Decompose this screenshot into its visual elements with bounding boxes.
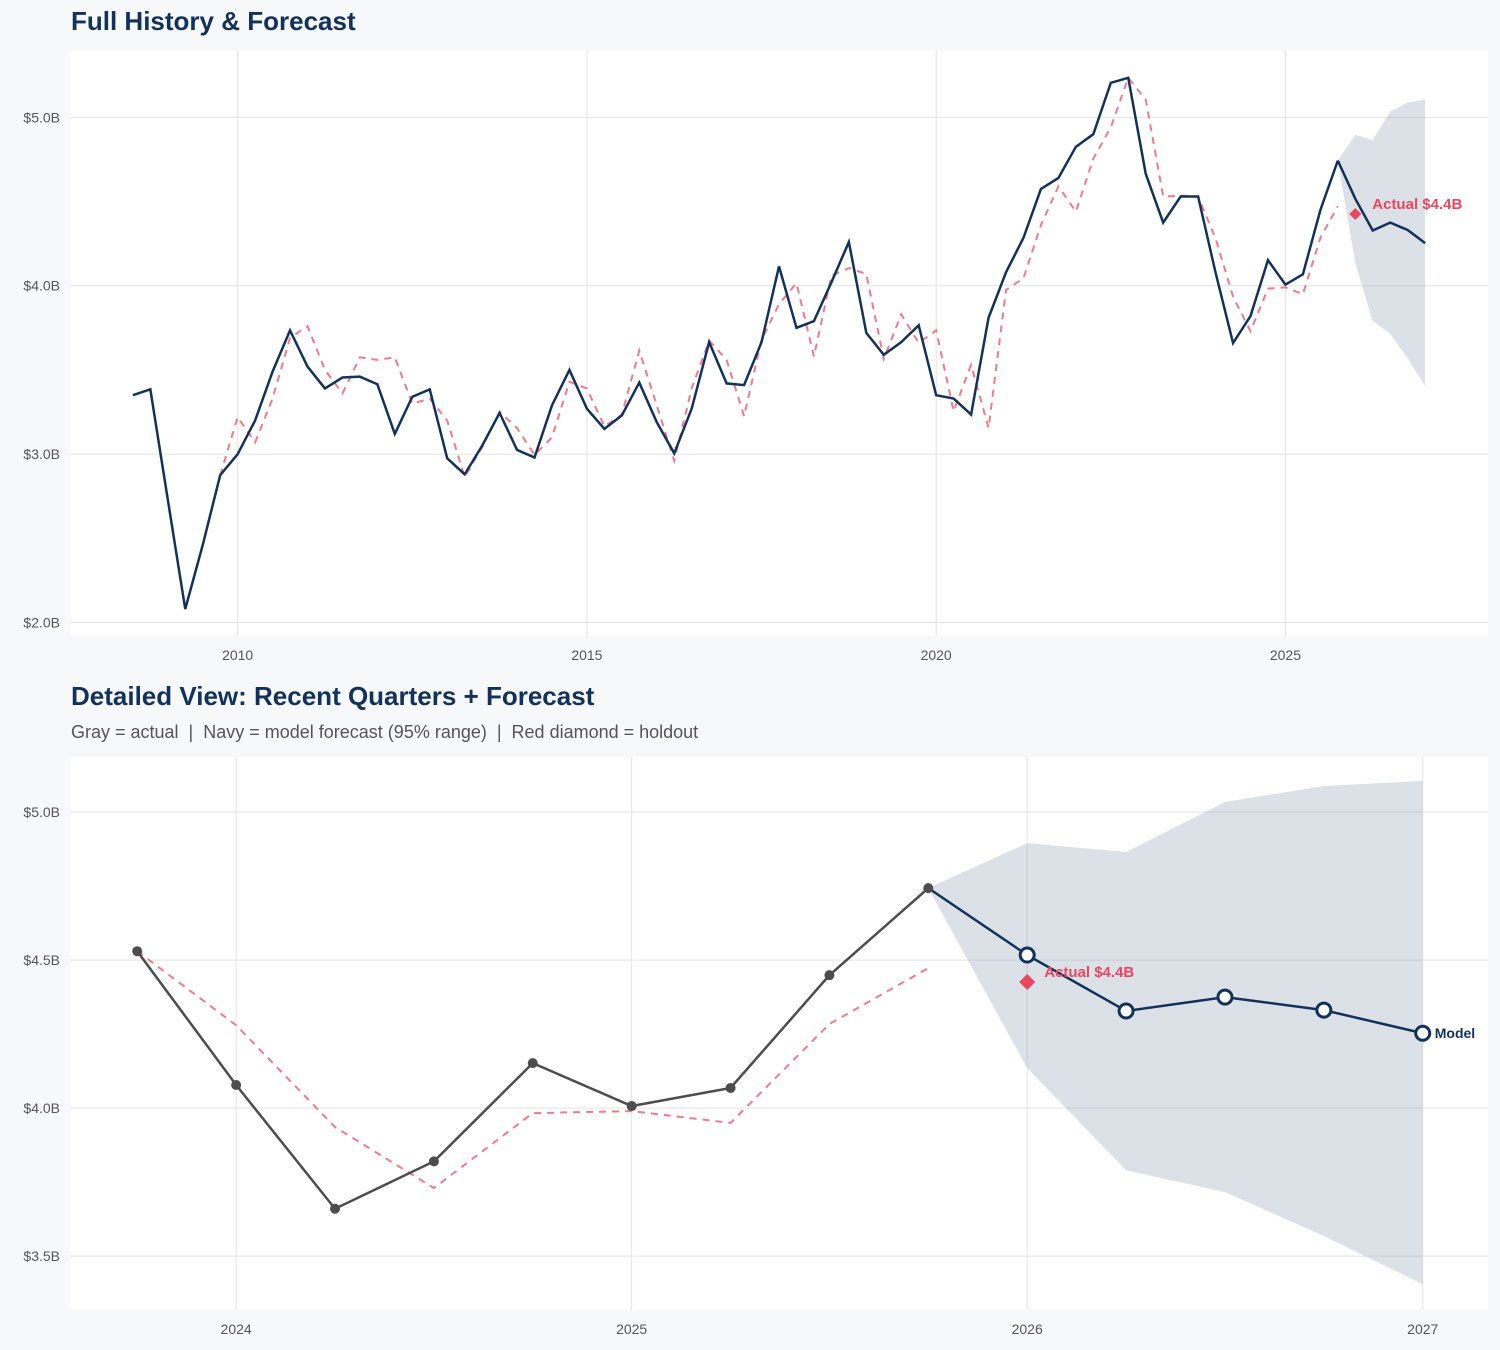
actual-line bbox=[132, 76, 1339, 610]
holdout-diamond bbox=[1019, 973, 1036, 990]
y-tick-label: $2.0B bbox=[23, 615, 60, 631]
forecast-point bbox=[1216, 988, 1234, 1006]
bottom-chart-subtitle: Gray = actual | Navy = model forecast (9… bbox=[71, 722, 699, 742]
actual-point bbox=[923, 883, 934, 894]
x-tick-label: 2015 bbox=[571, 647, 602, 663]
actual-point bbox=[824, 970, 835, 981]
x-tick-label: 2025 bbox=[1270, 647, 1301, 663]
forecast-point bbox=[1117, 1002, 1135, 1020]
bottom-chart: $3.5B $4.0B $4.5B $5.0B 2024 2025 2026 2027 Mode… bbox=[23, 757, 1488, 1337]
y-tick-label: $3.5B bbox=[23, 1248, 60, 1264]
top-chart-title: Full History & Forecast bbox=[71, 6, 356, 36]
actual-point bbox=[330, 1203, 341, 1214]
actual-point bbox=[428, 1156, 439, 1167]
y-tick-label: $4.5B bbox=[23, 952, 60, 968]
y-tick-label: $5.0B bbox=[23, 109, 60, 125]
x-tick-label: 2025 bbox=[616, 1321, 647, 1337]
actual-point bbox=[725, 1082, 736, 1093]
forecast-point bbox=[1414, 1024, 1432, 1042]
x-tick-label: 2024 bbox=[221, 1321, 252, 1337]
top-chart: $2.0B $3.0B $4.0B $5.0B 2010 2015 2020 2025 Actu… bbox=[23, 50, 1488, 663]
actual-point bbox=[626, 1101, 637, 1112]
forecast-line bbox=[1336, 160, 1426, 245]
x-tick-label: 2020 bbox=[921, 647, 952, 663]
actual-point bbox=[527, 1058, 538, 1069]
forecast-series-label: Model bbox=[1435, 1025, 1475, 1041]
holdout-label: Actual $4.4B bbox=[1372, 196, 1462, 213]
y-tick-label: $3.0B bbox=[23, 446, 60, 462]
y-tick-label: $4.0B bbox=[23, 1100, 60, 1116]
actual-point bbox=[132, 946, 143, 957]
holdout-label: Actual $4.4B bbox=[1044, 964, 1134, 981]
forecast-point bbox=[1018, 946, 1036, 964]
x-tick-label: 2027 bbox=[1407, 1321, 1438, 1337]
fitted-dashed-line bbox=[136, 950, 929, 1190]
y-tick-label: $5.0B bbox=[23, 804, 60, 820]
forecast-range-band bbox=[1337, 99, 1426, 386]
holdout-diamond bbox=[1349, 208, 1362, 221]
forecast-line bbox=[927, 887, 1424, 1035]
actual-point bbox=[231, 1080, 242, 1091]
x-tick-label: 2026 bbox=[1012, 1321, 1043, 1337]
x-tick-label: 2010 bbox=[222, 647, 253, 663]
forecast-range-band bbox=[928, 780, 1423, 1285]
y-tick-label: $4.0B bbox=[23, 278, 60, 294]
fitted-dashed-line bbox=[219, 75, 1339, 480]
plot-area bbox=[70, 50, 1488, 636]
bottom-chart-title: Detailed View: Recent Quarters + Forecas… bbox=[71, 681, 595, 711]
forecast-point bbox=[1315, 1001, 1333, 1019]
